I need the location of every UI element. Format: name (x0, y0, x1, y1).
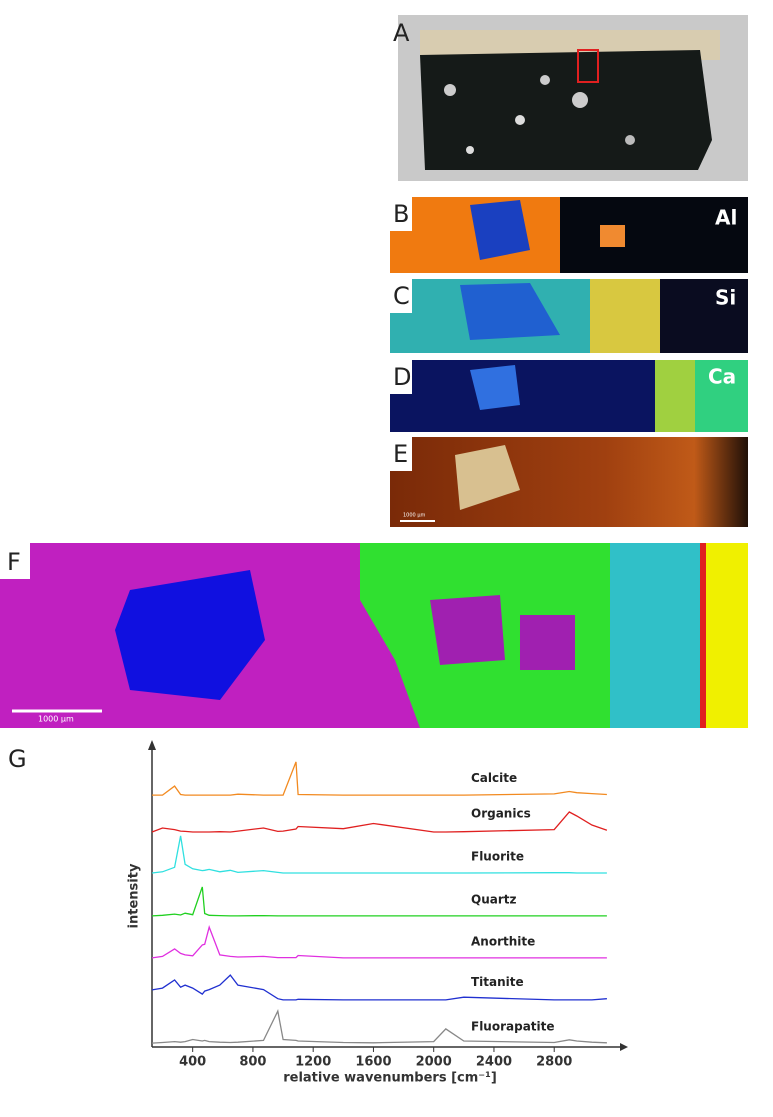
spectrum-line (151, 886, 607, 917)
x-tick-label: 2800 (536, 1055, 572, 1070)
x-tick-label: 800 (239, 1055, 266, 1070)
series-label: Organics (471, 807, 531, 821)
panel-label: A (393, 19, 410, 47)
series-label: Titanite (471, 975, 524, 989)
series-label: Calcite (471, 771, 517, 785)
panel-a-image (398, 15, 748, 181)
scale-label: 1000 µm (38, 715, 74, 724)
x-tick-label: 2000 (416, 1055, 452, 1070)
label-box (390, 279, 412, 313)
panel-b-image (390, 197, 748, 273)
y-axis-label: intensity (127, 863, 142, 928)
series-label: Anorthite (471, 934, 535, 948)
series-label: Fluorite (471, 850, 524, 864)
x-tick-label: 2400 (476, 1055, 512, 1070)
panel-c-image (390, 279, 748, 353)
spectrum-line (151, 1009, 607, 1044)
element-label: Ca (708, 365, 736, 389)
spectra-chart: relative wavenumbers [cm⁻¹] intensity 40… (127, 740, 628, 1086)
panel-label: F (7, 548, 21, 576)
panel-label: G (8, 745, 27, 773)
x-tick-label: 1600 (355, 1055, 391, 1070)
panel-label: B (393, 200, 409, 228)
panel-label: E (393, 440, 408, 468)
element-label: Al (715, 206, 737, 230)
x-tick-label: 1200 (295, 1055, 331, 1070)
scale-label: 1000 µm (403, 513, 425, 519)
axis-arrow (148, 740, 156, 750)
spectrum-line (151, 974, 607, 1001)
axis-arrow (620, 1043, 628, 1051)
spectrum-line (151, 835, 607, 874)
label-box (390, 197, 412, 231)
spectrum-line (151, 811, 608, 833)
x-tick-label: 400 (179, 1055, 206, 1070)
spectrum-line (152, 761, 607, 796)
label-box (390, 437, 412, 471)
spectrum-line (151, 924, 607, 959)
series-label: Fluorapatite (471, 1019, 555, 1033)
panel-d-image (390, 360, 748, 432)
series-label: Quartz (471, 892, 516, 906)
panel-e-image: 1000 µm (390, 437, 748, 527)
x-axis-label: relative wavenumbers [cm⁻¹] (283, 1071, 497, 1086)
panel-label: C (393, 282, 410, 310)
element-label: Si (715, 286, 736, 310)
label-box (390, 360, 412, 394)
panel-f-image: 1000 µm (0, 543, 748, 728)
label-box (0, 543, 30, 579)
panel-label: D (393, 363, 411, 391)
